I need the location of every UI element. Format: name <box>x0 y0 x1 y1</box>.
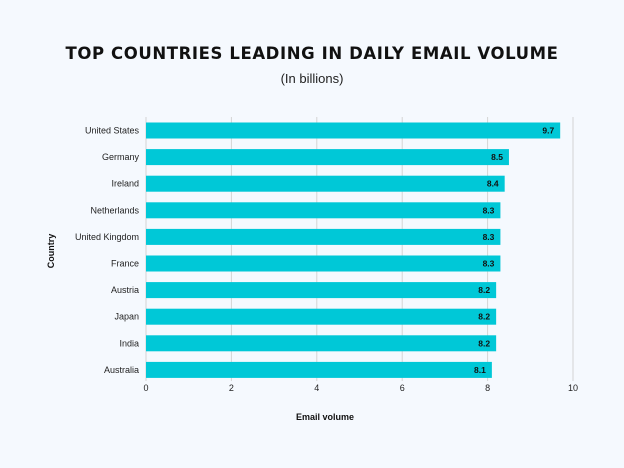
value-label: 8.4 <box>487 179 499 189</box>
value-label: 8.3 <box>483 232 495 242</box>
category-labels: United States Germany Ireland Netherlands Un… <box>75 126 140 375</box>
value-labels: 9.7 8.5 8.4 8.3 8.3 8.3 8.2 8.2 8.2 8.1 <box>474 126 554 375</box>
category-label: United States <box>85 126 140 136</box>
bar <box>146 282 497 299</box>
x-axis-title: Email volume <box>296 412 354 422</box>
value-label: 8.5 <box>491 152 503 162</box>
y-axis-title: Country <box>46 234 56 269</box>
value-label: 9.7 <box>542 126 554 136</box>
category-label: Germany <box>102 152 140 162</box>
x-tick-label: 4 <box>314 383 319 393</box>
category-label: United Kingdom <box>75 232 139 242</box>
category-label: Japan <box>114 312 139 322</box>
bar <box>146 335 497 352</box>
category-label: Australia <box>104 365 139 375</box>
bar <box>146 149 509 166</box>
bar <box>146 308 497 325</box>
bar <box>146 175 505 192</box>
x-tick-label: 10 <box>568 383 578 393</box>
value-label: 8.1 <box>474 365 486 375</box>
value-label: 8.2 <box>478 285 490 295</box>
category-label: Ireland <box>111 179 139 189</box>
category-label: Austria <box>111 285 139 295</box>
bar <box>146 361 492 378</box>
bar <box>146 202 501 219</box>
category-label: India <box>119 338 139 348</box>
x-tick-label: 6 <box>400 383 405 393</box>
x-tick-label: 2 <box>229 383 234 393</box>
category-label: France <box>111 259 139 269</box>
x-tick-label: 0 <box>143 383 148 393</box>
chart-subtitle: (In billions) <box>280 71 344 86</box>
x-tick-label: 8 <box>485 383 490 393</box>
value-label: 8.3 <box>483 259 495 269</box>
value-label: 8.2 <box>478 338 490 348</box>
value-label: 8.2 <box>478 312 490 322</box>
category-label: Netherlands <box>90 205 139 215</box>
bar <box>146 255 501 272</box>
chart-title: TOP COUNTRIES LEADING IN DAILY EMAIL VOL… <box>65 44 559 63</box>
x-tick-labels: 0 2 4 6 8 10 <box>143 383 578 393</box>
bar <box>146 228 501 245</box>
bar <box>146 122 561 139</box>
bars <box>146 122 561 378</box>
value-label: 8.3 <box>483 205 495 215</box>
